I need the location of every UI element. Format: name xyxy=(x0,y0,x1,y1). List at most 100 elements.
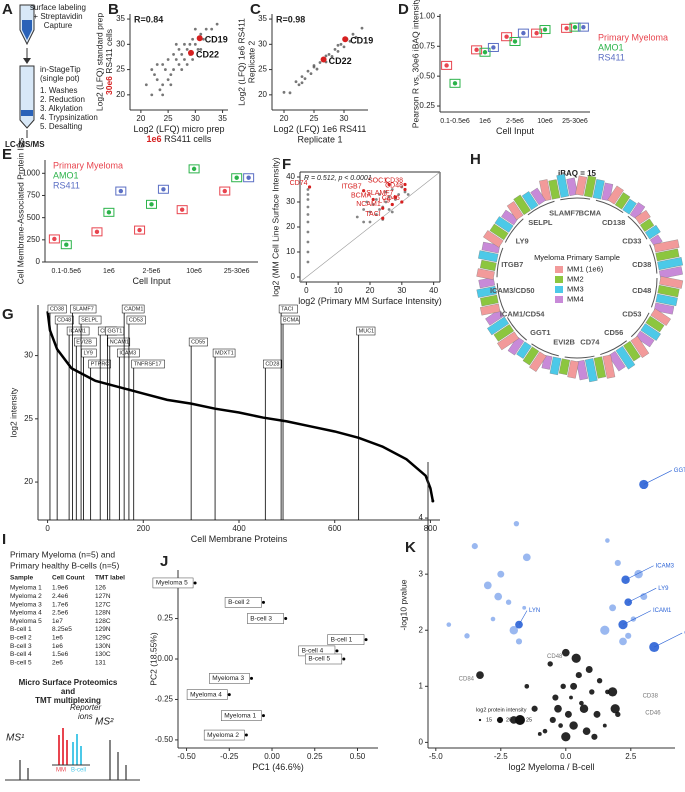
point xyxy=(306,188,310,191)
highlight-label: CD19 xyxy=(205,35,228,45)
point xyxy=(561,732,571,742)
y-tick-label: 500 xyxy=(27,213,41,222)
dot xyxy=(474,47,479,53)
x-tick-label: 25-30e6 xyxy=(562,118,588,125)
panel-letter: G xyxy=(2,306,14,323)
dot xyxy=(491,45,496,50)
curve xyxy=(46,311,435,502)
point xyxy=(161,83,165,87)
diagram-label: Reporter xyxy=(70,703,101,712)
point-label: ICAM3 xyxy=(656,563,675,569)
point xyxy=(342,45,346,49)
point-label: GGT1 xyxy=(674,468,685,474)
point xyxy=(374,198,378,201)
step-text: 3. Alkylation xyxy=(40,104,83,113)
point xyxy=(634,569,643,579)
dot xyxy=(118,188,124,194)
radial-bar xyxy=(655,248,680,262)
legend-label: Primary Myeloma xyxy=(53,160,123,170)
step-text: surface labeling xyxy=(30,3,86,12)
radial-bar xyxy=(507,336,525,356)
table-cell: 2.4e6 xyxy=(52,593,69,600)
panel-letter: F xyxy=(282,156,291,173)
radial-bar xyxy=(485,309,505,326)
x-axis-label-highlight: 1e6 xyxy=(147,134,162,144)
y-axis-label: -log10 pvalue xyxy=(398,579,408,630)
legend-label: AMO1 xyxy=(53,170,79,180)
point-label: B-cell 3 xyxy=(250,615,272,622)
category-label: BCMA xyxy=(579,208,602,217)
point xyxy=(306,250,310,254)
point-label: Myeloma 5 xyxy=(156,580,188,587)
x-tick-label: 1e6 xyxy=(479,118,491,125)
point xyxy=(324,54,328,58)
dot xyxy=(161,187,166,192)
legend-label: RS411 xyxy=(53,180,80,190)
point xyxy=(300,75,304,79)
x-axis-label-text: Cell Input xyxy=(496,126,535,136)
legend-size xyxy=(478,718,482,722)
x-tick-label: 0.1-0.5e6 xyxy=(440,118,470,125)
legend-swatch xyxy=(555,286,563,293)
diagram-label: MM xyxy=(56,768,66,774)
x-tick-label: 2-5e6 xyxy=(143,268,161,275)
category-label: ICAM1/CD54 xyxy=(500,310,545,319)
y-tick-label: 0.75 xyxy=(419,41,435,50)
leader xyxy=(622,610,652,625)
point xyxy=(155,63,159,66)
box xyxy=(243,173,255,183)
point xyxy=(297,83,301,87)
protein-label: CD53 xyxy=(129,317,143,323)
highlight-point xyxy=(196,35,203,42)
x-axis-label-text: PC1 (46.6%) xyxy=(252,762,304,772)
category-label: ITGB7 xyxy=(501,260,523,269)
panel-letter: K xyxy=(405,539,416,556)
point xyxy=(602,723,607,728)
protein-label: MUC1 xyxy=(359,328,375,334)
box xyxy=(103,207,115,217)
point xyxy=(625,632,632,639)
dot xyxy=(482,50,488,55)
radial-bar xyxy=(653,239,680,253)
table-cell: 1.7e6 xyxy=(52,601,69,608)
point xyxy=(158,88,162,92)
x-tick-label: 600 xyxy=(328,524,342,533)
point xyxy=(163,68,167,71)
step-text: 4. Trypsinization xyxy=(40,113,98,122)
category-label: ICAM3/CD50 xyxy=(490,286,535,295)
radial-bar xyxy=(583,175,597,198)
point xyxy=(177,63,181,66)
y-axis-label: PC2 (18.55%) xyxy=(148,632,158,686)
point xyxy=(309,72,313,76)
point xyxy=(630,616,637,622)
box xyxy=(157,184,169,194)
legend-title: Myeloma Primary Sample xyxy=(534,253,620,262)
table-cell: 1e7 xyxy=(52,618,63,625)
legend-size xyxy=(515,715,525,725)
point xyxy=(191,58,195,61)
box xyxy=(231,173,243,183)
panel-letter: J xyxy=(160,553,168,570)
x-axis-label-text: Log2 (LFQ) 1e6 RS411 xyxy=(274,124,367,134)
point xyxy=(250,676,254,680)
y-tick-label: 1 xyxy=(419,681,424,690)
table-header: Cell Count xyxy=(52,575,85,582)
protein-label: ICAM3 xyxy=(119,350,136,356)
highlight-point xyxy=(403,182,407,187)
box xyxy=(115,186,127,196)
point xyxy=(288,91,292,95)
panel-i: I Primary Myeloma (n=5) and Primary heal… xyxy=(2,531,140,781)
point xyxy=(174,58,178,61)
annotation: CD84 xyxy=(459,677,475,683)
point xyxy=(600,625,610,635)
point-label: Myeloma 3 xyxy=(212,675,244,682)
point xyxy=(378,208,381,211)
point xyxy=(560,683,566,690)
table-cell: 126 xyxy=(95,585,106,592)
reporter-ions xyxy=(52,728,90,766)
protein-label: NCAM1 xyxy=(110,339,129,345)
point xyxy=(210,27,214,31)
y-tick-label: 1000 xyxy=(22,168,40,177)
point xyxy=(547,661,553,667)
